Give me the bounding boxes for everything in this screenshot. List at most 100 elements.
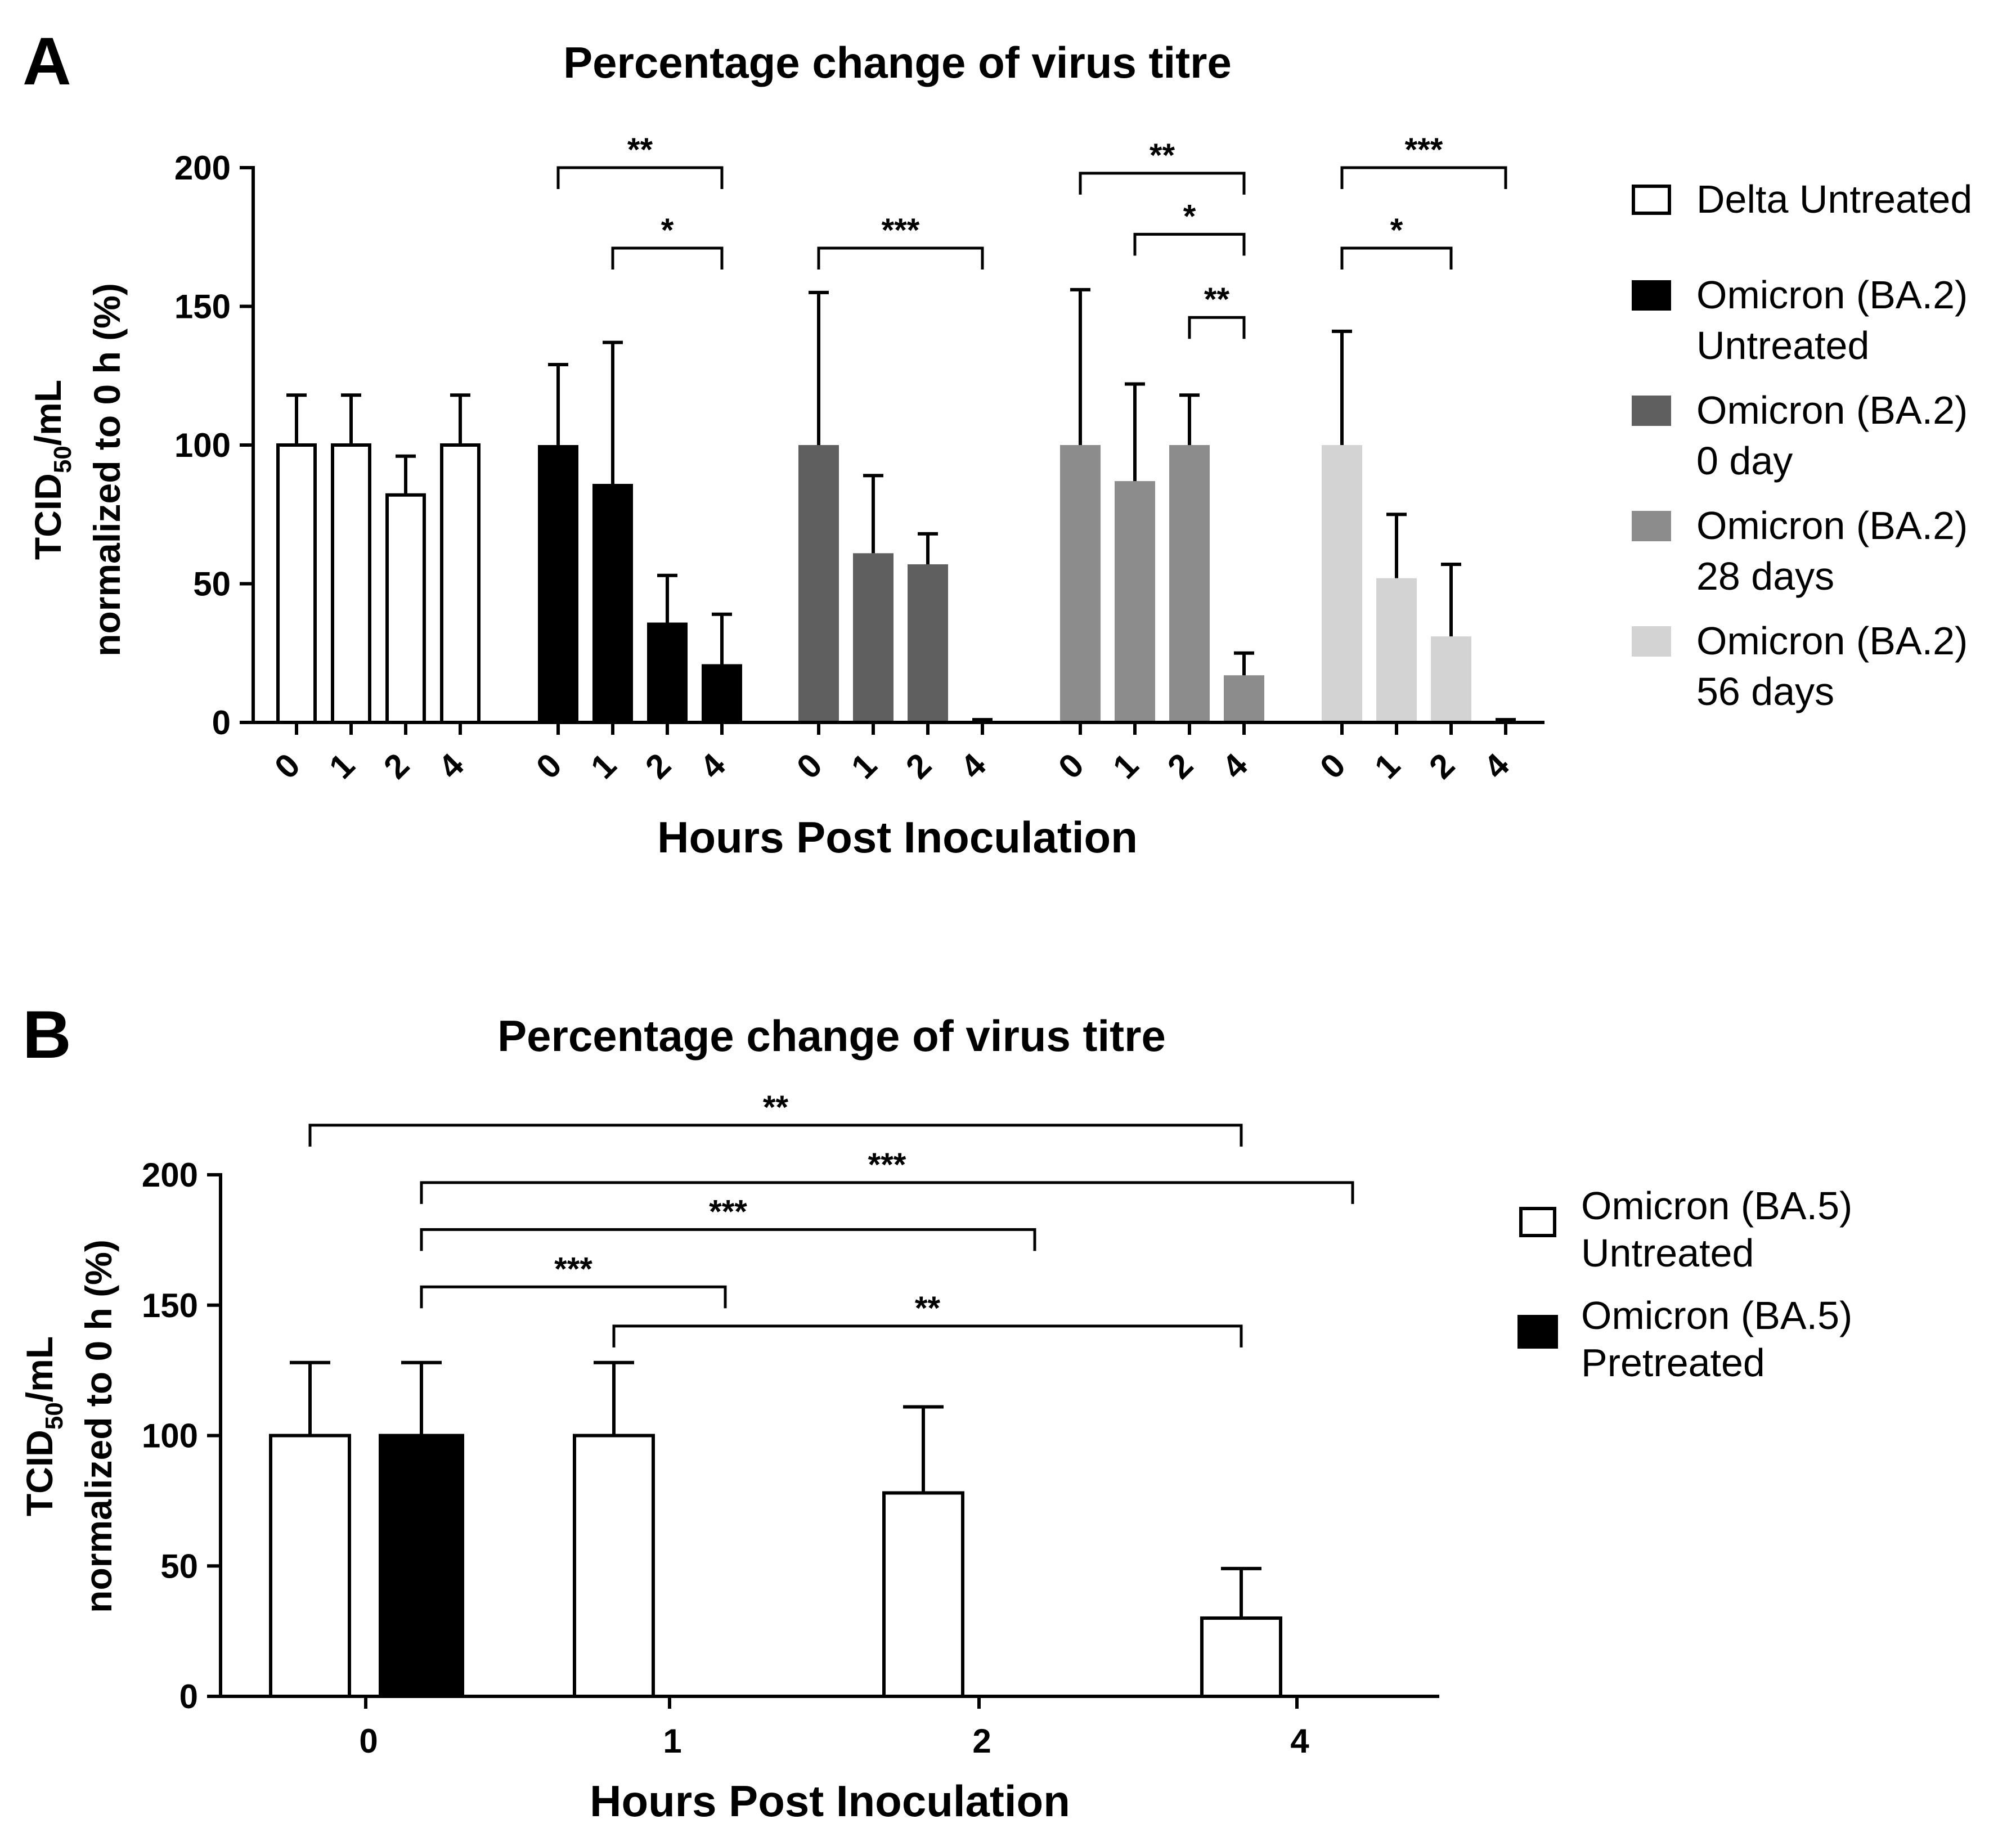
panel-letter-b: B	[23, 997, 71, 1072]
panel-b-y-tick-label: 150	[142, 1287, 198, 1324]
panel-a-bar	[331, 443, 371, 724]
panel-a-legend-label: Omicron (BA.2)	[1696, 273, 1968, 317]
panel-a-legend-label: Omicron (BA.2)	[1696, 388, 1968, 432]
panel-b-legend-label: Omicron (BA.5)	[1581, 1184, 1852, 1228]
panel-b-y-tick-label: 200	[142, 1156, 198, 1194]
panel-a-title: Percentage change of virus titre	[563, 38, 1232, 87]
panel-b-significance-bracket	[308, 1124, 1243, 1147]
panel-a-x-tick-label: 2	[638, 746, 678, 786]
panel-a-x-tick-label: 1	[1106, 746, 1146, 786]
panel-a-bar	[538, 445, 578, 722]
panel-b-significance-bracket	[420, 1228, 1036, 1251]
panel-b-ylabel-line2: normalized to 0 h (%)	[78, 1239, 119, 1613]
panel-a-significance-bracket	[1340, 166, 1507, 189]
panel-a-legend-label: 0 day	[1696, 439, 1793, 483]
panel-a-x-tick-label: 2	[1422, 746, 1462, 786]
panel-a-bar	[1224, 675, 1264, 722]
panel-a-x-tick-label: 1	[583, 746, 623, 786]
panel-a-legend-label: Omicron (BA.2)	[1696, 619, 1968, 663]
panel-a-significance: *** ************	[556, 132, 1507, 339]
panel-a-legend: Delta Untreated Omicron (BA.2) Untreated Om…	[1632, 177, 1972, 713]
panel-a-bar	[853, 553, 893, 722]
panel-a-bar	[440, 443, 481, 724]
panel-b-significance-bracket	[420, 1285, 727, 1309]
panel-a-bar	[798, 445, 839, 722]
panel-a-legend-swatch	[1632, 396, 1671, 426]
panel-b-significance-label: ***	[709, 1193, 747, 1230]
panel-a-legend-swatch	[1632, 280, 1671, 311]
panel-a-bars	[276, 443, 1471, 724]
panel-a-significance-bracket	[611, 246, 724, 270]
panel-a-bar	[647, 622, 688, 722]
panel-b-significance-label: **	[915, 1290, 941, 1327]
panel-b-bar	[882, 1491, 964, 1698]
panel-b-bar	[573, 1434, 655, 1698]
panel-b-y-axis: 0 50 100 150 200	[142, 1156, 221, 1715]
panel-a-significance-bracket	[1079, 172, 1246, 195]
panel-a-bar	[1060, 445, 1101, 722]
panel-a-significance-bracket	[1133, 232, 1246, 256]
panel-b-y-tick-label: 100	[142, 1417, 198, 1455]
panel-b-significance-label: ***	[554, 1251, 592, 1287]
panel-a-bar	[1376, 578, 1417, 722]
panel-a-x-tick-label: 0	[789, 746, 829, 786]
panel-a-y-tick-label: 150	[174, 288, 231, 326]
panel-b-title: Percentage change of virus titre	[497, 1011, 1166, 1061]
panel-a-ylabel-line1: TCID50/mL	[27, 380, 77, 560]
panel-b: B Percentage change of virus titre TCID5…	[19, 997, 1852, 1826]
panel-b-legend-label: Omicron (BA.5)	[1581, 1293, 1852, 1337]
panel-a-bar	[908, 564, 948, 722]
panel-a-bar	[1169, 445, 1210, 722]
panel-a-legend-swatch	[1632, 511, 1671, 541]
panel-b-x-tick-label: 2	[972, 1722, 991, 1760]
panel-a-bar	[1431, 636, 1471, 722]
panel-a-y-tick-label: 0	[212, 704, 231, 742]
panel-a-significance-label: ***	[882, 212, 920, 249]
panel-b-y-tick-label: 0	[179, 1678, 198, 1715]
panel-a-x-tick-label: 1	[322, 746, 362, 786]
panel-letter-a: A	[23, 24, 71, 99]
panel-b-significance-bracket	[420, 1181, 1354, 1204]
panel-a-x-tick-label: 0	[1313, 746, 1353, 786]
panel-a: A Percentage change of virus titre TCID5…	[23, 24, 1972, 862]
panel-a-significance-label: **	[1150, 137, 1175, 174]
panel-a-error-bars	[286, 288, 1516, 722]
panel-b-legend-swatch	[1519, 1207, 1556, 1237]
panel-a-significance-label: ***	[1405, 132, 1443, 168]
panel-a-x-tick-label: 0	[1051, 746, 1091, 786]
panel-a-x-tick-label: 1	[844, 746, 884, 786]
panel-a-legend-label: Untreated	[1696, 324, 1869, 367]
panel-a-legend-swatch	[1632, 626, 1671, 657]
panel-a-x-tick-label: 4	[1215, 746, 1255, 786]
panel-a-legend-swatch	[1632, 185, 1671, 215]
panel-b-legend-label: Untreated	[1581, 1231, 1754, 1275]
panel-b-x-tick-label: 4	[1290, 1722, 1309, 1760]
panel-a-legend-label: 28 days	[1696, 554, 1834, 598]
panel-b-legend-swatch	[1517, 1315, 1558, 1349]
panel-b-bar	[1200, 1616, 1282, 1698]
panel-a-significance-label: **	[1204, 281, 1230, 318]
panel-b-significance-label: **	[763, 1089, 789, 1126]
panel-a-x-tick-label: 2	[376, 746, 416, 786]
panel-a-x-tick-label: 0	[529, 746, 569, 786]
panel-a-x-tick-label: 4	[693, 746, 733, 786]
panel-a-bar	[385, 493, 426, 724]
panel-a-x-tick-label: 2	[1160, 746, 1200, 786]
panel-a-x-tick-label: 4	[431, 746, 471, 786]
panel-a-xlabel: Hours Post Inoculation	[657, 812, 1138, 862]
panel-a-x-tick-label: 2	[899, 746, 939, 786]
panel-a-legend-label: Omicron (BA.2)	[1696, 504, 1968, 547]
panel-a-significance-label: *	[661, 212, 674, 249]
panel-b-bar	[379, 1434, 464, 1698]
panel-a-significance-bracket	[1188, 316, 1246, 339]
panel-b-y-tick-label: 50	[160, 1547, 198, 1585]
panel-a-legend-label: 56 days	[1696, 670, 1834, 713]
panel-b-error-bars	[290, 1360, 1261, 1618]
panel-b-x-ticks: 0 1 2 4	[359, 1696, 1309, 1760]
panel-a-x-tick-label: 0	[267, 746, 307, 786]
panel-b-x-tick-label: 1	[663, 1722, 681, 1760]
panel-a-bar	[1322, 445, 1362, 722]
